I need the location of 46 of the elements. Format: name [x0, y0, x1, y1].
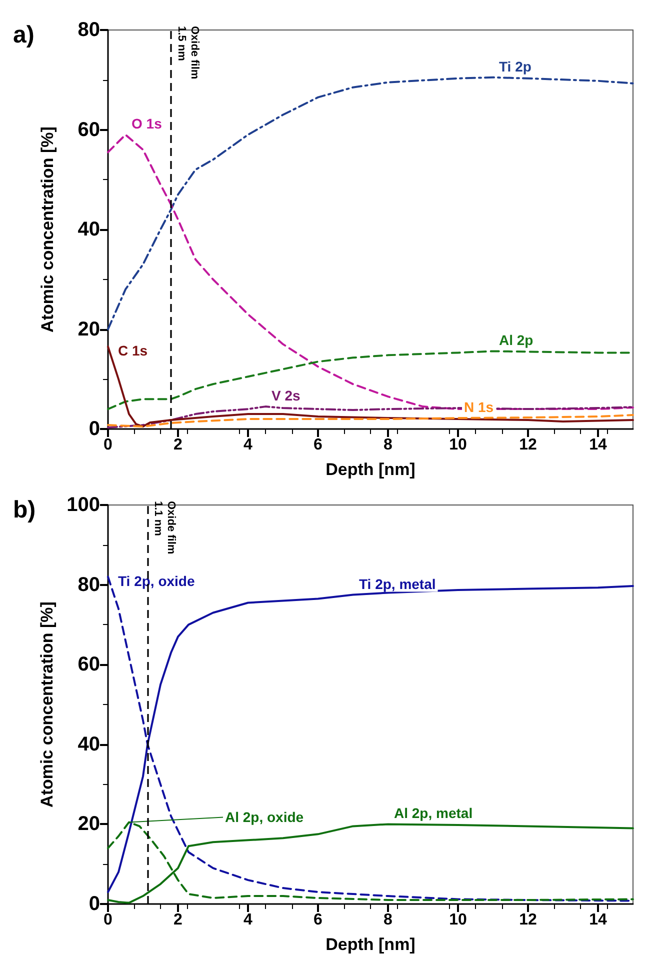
x-tick-label: 2	[174, 912, 183, 928]
series-label: O 1s	[132, 116, 162, 132]
y-tick-label: 80	[78, 574, 100, 596]
x-tick-label: 12	[519, 912, 537, 928]
x-tick-label: 4	[244, 912, 253, 928]
y-tick-label: 80	[78, 19, 100, 41]
y-axis-title: Atomic concentration [%]	[38, 126, 57, 332]
ref-line-label: Oxide film 1.1 nm	[152, 501, 178, 554]
series-label: Ti 2p, metal	[359, 576, 436, 592]
x-tick-label: 2	[174, 436, 183, 454]
chart-title: a)	[13, 22, 34, 48]
series-label: C 1s	[118, 342, 148, 359]
x-tick-label: 4	[244, 436, 253, 454]
x-tick-label: 14	[589, 436, 607, 454]
series-label: Al 2p	[499, 332, 534, 348]
x-tick-label: 0	[104, 436, 113, 454]
line-series	[107, 134, 634, 410]
y-tick-label: 20	[78, 813, 100, 836]
y-axis-title: Atomic concentration [%]	[38, 602, 57, 808]
y-tick-label: 0	[88, 893, 100, 915]
x-tick-label: 0	[104, 912, 113, 928]
x-tick-label: 14	[589, 912, 607, 928]
series-label: N 1s	[464, 399, 494, 416]
x-axis-title: Depth [nm]	[326, 935, 416, 954]
x-tick-label: 12	[519, 436, 537, 454]
series-label: Ti 2p	[499, 58, 532, 74]
y-tick-label: 40	[78, 733, 100, 756]
y-tick-label: 40	[78, 218, 100, 240]
series-label: Ti 2p, oxide	[118, 572, 195, 589]
text: Al 2p, oxide	[225, 809, 304, 826]
x-tick-label: 10	[449, 912, 467, 928]
y-tick-label: 100	[66, 494, 100, 516]
y-tick-label: 0	[88, 418, 100, 440]
y-tick-label: 60	[78, 118, 100, 141]
x-tick-label: 8	[384, 436, 393, 454]
series-label: Al 2p, metal	[394, 805, 473, 822]
x-tick-label: 10	[449, 436, 467, 454]
x-tick-label: 6	[314, 436, 323, 454]
x-tick-label: 6	[314, 912, 323, 928]
x-axis-title: Depth [nm]	[326, 460, 416, 479]
series-label: V 2s	[272, 388, 301, 404]
ref-line-label: Oxide film 1.5 nm	[176, 26, 200, 80]
x-tick-label: 8	[384, 912, 393, 928]
y-tick-label: 60	[78, 654, 100, 676]
chart-title: b)	[13, 496, 36, 524]
y-tick-label: 20	[78, 318, 100, 340]
